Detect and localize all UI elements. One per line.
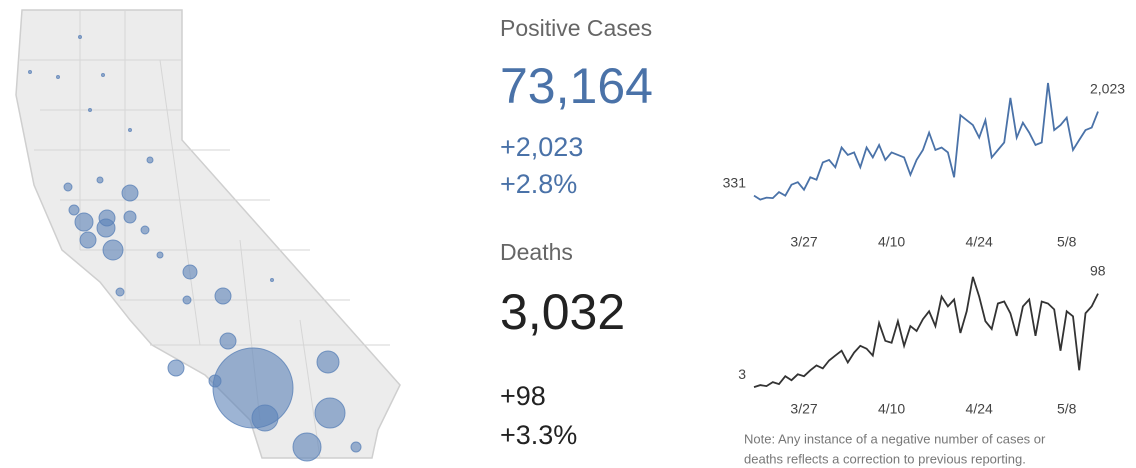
deaths-percent: +3.3% [500, 420, 577, 450]
x-tick-label: 4/10 [878, 234, 905, 250]
county-bubbles [28, 35, 362, 462]
deaths-label: Deaths [500, 239, 573, 265]
x-tick-label: 5/8 [1057, 401, 1077, 417]
x-tick-label: 4/24 [966, 401, 993, 417]
x-tick-label: 3/27 [790, 234, 817, 250]
county-lines [20, 10, 390, 459]
note: Note: Any instance of a negative number … [744, 431, 1046, 446]
line [753, 82, 1099, 201]
line [753, 276, 1099, 388]
cases-percent: +2.8% [500, 169, 577, 199]
note: deaths reflects a correction to previous… [744, 451, 1026, 466]
cases-change: +2,023 [500, 132, 583, 162]
x-tick-label: 5/8 [1057, 234, 1077, 250]
data-label: 2,023 [1090, 80, 1125, 96]
state-shape [15, 9, 401, 459]
california-map [15, 9, 401, 462]
x-tick-label: 4/10 [878, 401, 905, 417]
deaths-total: 3,032 [500, 284, 625, 340]
data-label: 98 [1090, 262, 1106, 278]
data-label: 3 [738, 366, 746, 382]
cases-total: 73,164 [500, 58, 653, 114]
deaths-change: +98 [500, 381, 546, 411]
x-tick-label: 4/24 [966, 234, 993, 250]
cases-label: Positive Cases [500, 15, 652, 41]
data-label: 331 [723, 174, 747, 190]
x-tick-label: 3/27 [790, 401, 817, 417]
